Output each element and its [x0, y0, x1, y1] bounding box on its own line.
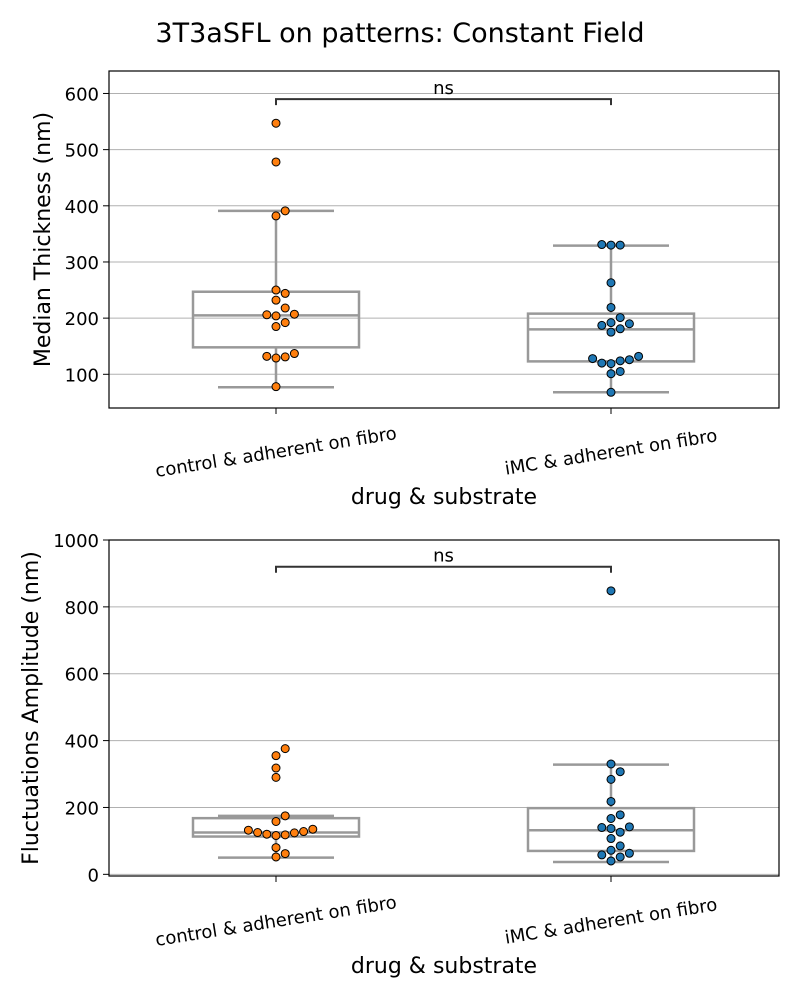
figure-title: 3T3aSFL on patterns: Constant Field [155, 18, 644, 49]
data-point [606, 796, 616, 806]
data-point [280, 744, 290, 754]
data-point [289, 828, 299, 838]
significance-bracket [275, 98, 612, 106]
data-point [606, 813, 616, 823]
data-point [606, 240, 616, 250]
data-point [271, 353, 281, 363]
data-point [271, 322, 281, 332]
data-point [280, 206, 290, 216]
data-point [615, 852, 625, 862]
data-point [271, 157, 281, 167]
data-point [280, 352, 290, 362]
data-point [606, 359, 616, 369]
data-point [597, 823, 607, 833]
data-point [606, 845, 616, 855]
y-tick-label: 800 [65, 598, 99, 619]
significance-bracket [275, 565, 612, 573]
data-point [615, 366, 625, 376]
data-point [615, 356, 625, 366]
y-tick-label: 200 [65, 798, 99, 819]
x-axis-label: drug & substrate [351, 485, 537, 510]
data-point [271, 763, 281, 773]
data-point [271, 751, 281, 761]
plot-frame [108, 70, 780, 409]
data-point [271, 852, 281, 862]
data-point [606, 302, 616, 312]
data-point [262, 310, 272, 320]
data-point [280, 303, 290, 313]
significance-label: ns [433, 78, 454, 99]
y-tick-label: 300 [65, 253, 99, 274]
data-point [597, 320, 607, 330]
data-point [606, 856, 616, 866]
data-point [271, 211, 281, 221]
data-point [615, 313, 625, 323]
data-point [271, 311, 281, 321]
data-point [271, 817, 281, 827]
data-point [606, 834, 616, 844]
data-point [588, 354, 598, 364]
data-point [262, 829, 272, 839]
data-point [253, 828, 263, 838]
data-point [606, 369, 616, 379]
data-point [280, 849, 290, 859]
data-point [280, 830, 290, 840]
data-point [606, 387, 616, 397]
y-tick-label: 400 [65, 197, 99, 218]
data-point [299, 827, 309, 837]
y-axis-label: Fluctuations Amplitude (nm) [19, 551, 44, 865]
data-point [271, 382, 281, 392]
y-tick-label: 600 [65, 84, 99, 105]
data-point [243, 825, 253, 835]
data-point [606, 586, 616, 596]
data-point [615, 810, 625, 820]
data-point [271, 843, 281, 853]
data-point [615, 324, 625, 334]
x-axis-label: drug & substrate [351, 954, 537, 979]
y-tick-label: 100 [65, 365, 99, 386]
data-point [308, 824, 318, 834]
significance-label: ns [433, 546, 454, 567]
data-point [624, 319, 634, 329]
data-point [280, 811, 290, 821]
y-tick-label: 1000 [53, 531, 99, 552]
data-point [606, 824, 616, 834]
y-tick-label: 200 [65, 309, 99, 330]
data-point [597, 240, 607, 250]
data-point [606, 318, 616, 328]
y-axis-label: Median Thickness (nm) [31, 112, 56, 367]
data-point [615, 827, 625, 837]
data-point [615, 240, 625, 250]
y-tick-label: 500 [65, 141, 99, 162]
data-point [624, 355, 634, 365]
data-point [634, 351, 644, 361]
data-point [280, 318, 290, 328]
data-point [597, 358, 607, 368]
data-point [289, 309, 299, 319]
y-tick-label: 600 [65, 665, 99, 686]
data-point [271, 285, 281, 295]
y-tick-label: 0 [88, 865, 99, 886]
data-point [271, 831, 281, 841]
data-point [606, 759, 616, 769]
data-point [606, 774, 616, 784]
data-point [262, 351, 272, 361]
data-point [615, 767, 625, 777]
data-point [289, 349, 299, 359]
data-point [606, 327, 616, 337]
data-point [606, 278, 616, 288]
data-point [597, 850, 607, 860]
data-point [624, 848, 634, 858]
data-point [271, 118, 281, 128]
data-point [615, 841, 625, 851]
data-point [624, 822, 634, 832]
data-point [271, 295, 281, 305]
y-tick-label: 400 [65, 732, 99, 753]
data-point [280, 288, 290, 298]
plot-frame [108, 539, 780, 877]
data-point [271, 772, 281, 782]
